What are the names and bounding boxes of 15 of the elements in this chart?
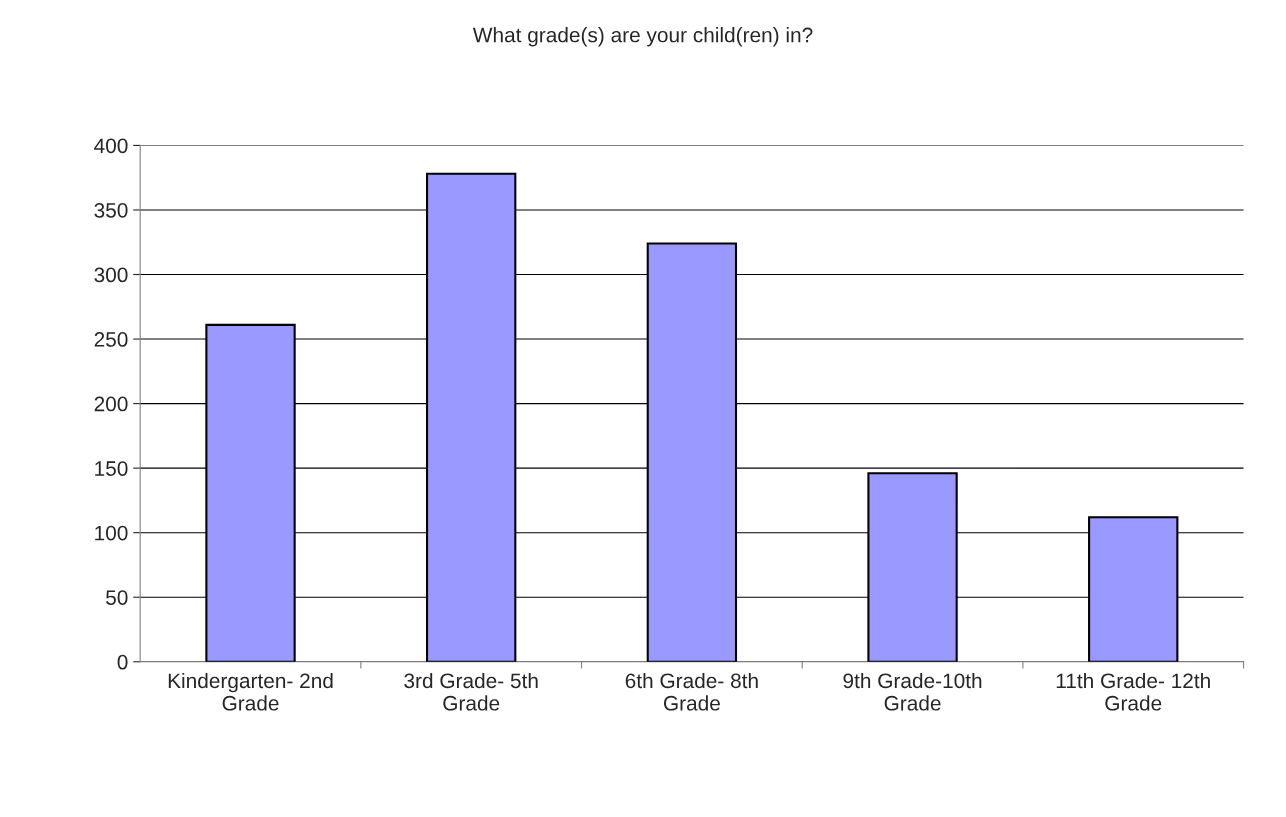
y-tick-label: 0: [117, 654, 128, 670]
y-tick-label: 250: [94, 332, 128, 347]
y-tick-label: 300: [94, 267, 128, 283]
y-tick-label: 50: [106, 590, 128, 605]
x-tick-label: 9th Grade-10th Grade: [843, 672, 982, 711]
y-tick-label: 200: [94, 396, 128, 412]
x-tick-label: 3rd Grade- 5th Grade: [404, 672, 538, 711]
chart-title: What grade(s) are your child(ren) in?: [472, 27, 813, 47]
y-tick-label: 350: [94, 202, 128, 218]
y-tick-label: 100: [95, 525, 128, 541]
x-tick-label: 11th Grade- 12th Grade: [1056, 672, 1210, 711]
y-tick-label: 400: [94, 138, 128, 154]
x-tick-label: Kindergarten- 2nd Grade: [168, 672, 333, 711]
y-tick-label: 150: [95, 461, 128, 476]
x-tick-label: 6th Grade- 8th Grade: [625, 672, 758, 711]
